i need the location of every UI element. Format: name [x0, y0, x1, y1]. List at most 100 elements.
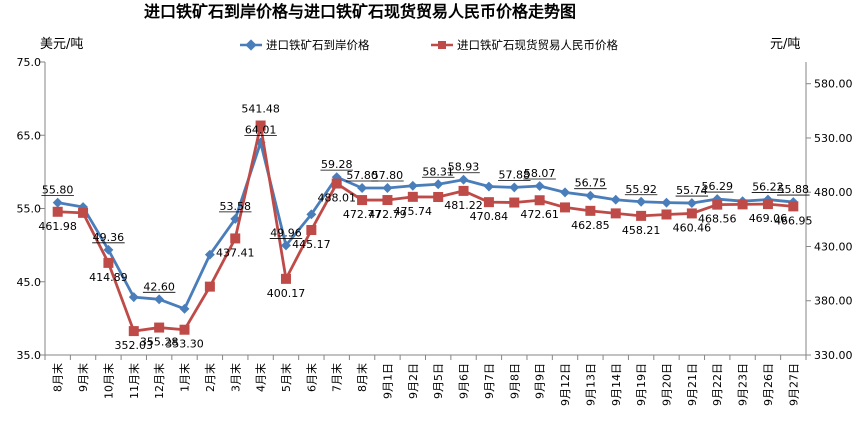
x-axis-category-label: 8月末: [355, 363, 369, 392]
x-axis-category-label: 9月6日: [458, 363, 471, 399]
right-axis-tick-label: 330.00: [814, 349, 853, 362]
cif-price-point: [560, 187, 570, 198]
cif-price-data-label: 56.75: [575, 177, 607, 190]
rmb-price-data-label: 466.95: [774, 214, 813, 227]
rmb-price-data-label: 470.84: [470, 210, 509, 223]
cif-price-point: [483, 181, 494, 192]
rmb-price-point: [534, 195, 545, 206]
cif-price-point: [204, 249, 215, 260]
cif-price-point: [407, 180, 418, 191]
rmb-price-point: [306, 225, 317, 236]
right-axis-tick-label: 430.00: [814, 240, 853, 253]
x-axis-category-label: 8月末: [51, 363, 65, 392]
right-axis-tick-label: 480.00: [814, 186, 853, 199]
x-axis-category-label: 9月27日: [787, 363, 800, 406]
cif-price-point: [382, 183, 393, 193]
cif-price-point: [281, 240, 291, 251]
rmb-price-point: [255, 120, 266, 131]
left-axis-tick-label: 35.0: [17, 349, 42, 362]
left-axis-tick-label: 65.0: [17, 129, 42, 142]
x-axis-category-label: 10月末: [101, 363, 115, 399]
rmb-price-data-label: 472.61: [520, 208, 559, 221]
rmb-price-point: [331, 178, 342, 189]
x-axis-category-label: 11月末: [127, 363, 141, 399]
rmb-price-point: [382, 195, 393, 206]
legend: 进口铁矿石到岸价格 进口铁矿石现货贸易人民币价格: [240, 38, 618, 52]
cif-price-data-label: 53.58: [220, 200, 252, 213]
x-axis-category-label: 9月1日: [381, 363, 394, 399]
cif-price-point: [179, 303, 190, 314]
legend-label-cif: 进口铁矿石到岸价格: [266, 38, 370, 52]
cif-price-data-label: 56.29: [701, 180, 733, 193]
rmb-price-point: [762, 199, 773, 210]
cif-price-data-label: 55.74: [676, 184, 708, 197]
rmb-price-data-label: 472.77: [343, 208, 382, 221]
rmb-price-point: [483, 197, 494, 208]
rmb-price-point: [103, 257, 114, 268]
rmb-price-data-label: 437.41: [216, 246, 255, 259]
rmb-price-data-label: 469.06: [749, 212, 788, 225]
x-axis-category-label: 9月20日: [660, 363, 673, 406]
rmb-price-data-label: 475.74: [394, 205, 433, 218]
rmb-price-point: [636, 210, 647, 221]
cif-price-data-label: 55.92: [625, 183, 657, 196]
x-axis-category-label: 9月26日: [762, 363, 775, 406]
rmb-price-data-label: 400.17: [267, 287, 306, 300]
x-axis-category-label: 9月22日: [711, 363, 724, 406]
rmb-price-point: [52, 206, 63, 217]
left-axis-tick-label: 45.0: [17, 276, 42, 289]
chart-title: 进口铁矿石到岸价格与进口铁矿石现货贸易人民币价格走势图: [144, 2, 576, 21]
cif-price-data-label: 55.80: [42, 184, 74, 197]
rmb-price-data-label: 352.03: [115, 339, 154, 352]
rmb-price-point: [661, 209, 672, 220]
rmb-price-data-label: 472.79: [368, 208, 407, 221]
rmb-price-point: [204, 281, 215, 292]
rmb-price-data-label: 481.22: [444, 199, 483, 212]
cif-price-data-label: 59.28: [321, 158, 353, 171]
right-axis-tick-label: 380.00: [814, 295, 853, 308]
rmb-price-point: [357, 195, 368, 206]
rmb-price-point: [433, 191, 444, 202]
cif-price-data-label: 57.80: [372, 169, 404, 182]
rmb-price-point: [179, 324, 190, 335]
right-axis-unit: 元/吨: [770, 37, 800, 52]
cif-price-data-label: 58.93: [448, 161, 480, 174]
left-axis-tick-label: 75.0: [17, 56, 42, 69]
cif-price-point: [103, 244, 114, 255]
rmb-price-point: [610, 208, 621, 219]
rmb-price-point: [686, 208, 697, 219]
cif-price-point: [636, 196, 647, 207]
rmb-price-data-label: 458.21: [622, 224, 661, 237]
rmb-price-data-label: 460.46: [673, 221, 712, 234]
rmb-price-data-label: 355.28: [140, 336, 179, 349]
rmb-price-data-label: 445.17: [292, 238, 331, 251]
x-axis-category-label: 9月12日: [559, 363, 572, 406]
cif-price-data-label: 58.07: [524, 167, 556, 180]
x-axis-category-label: 12月末: [152, 363, 166, 399]
series-layer: [52, 120, 799, 337]
rmb-price-data-label: 461.98: [38, 220, 77, 233]
x-axis-category-label: 5月末: [279, 363, 293, 392]
x-axis-category-label: 6月末: [304, 363, 318, 392]
x-axis-category-label: 9月末: [76, 363, 90, 392]
legend-marker-rmb: [438, 41, 446, 49]
cif-price-data-label: 57.80: [346, 169, 378, 182]
rmb-price-data-label: 462.85: [571, 219, 610, 232]
x-axis-category-label: 4月末: [254, 363, 268, 392]
legend-marker-cif: [245, 39, 257, 51]
rmb-price-point: [585, 205, 596, 216]
rmb-price-point: [78, 207, 89, 218]
cif-price-data-label: 55.88: [778, 183, 810, 196]
cif-price-data-label: 58.31: [422, 165, 454, 178]
rmb-price-point: [280, 273, 291, 284]
cif-price-data-label: 64.01: [245, 124, 277, 137]
rmb-price-data-label: 541.48: [241, 103, 280, 116]
cif-price-data-label: 56.22: [752, 181, 784, 194]
x-axis-category-label: 9月7日: [483, 363, 496, 399]
cif-price-data-label: 42.60: [143, 280, 175, 293]
rmb-price-point: [154, 322, 165, 333]
rmb-price-data-label: 414.89: [89, 271, 128, 284]
cif-price-point: [585, 190, 596, 201]
x-axis-category-label: 9月21日: [686, 363, 699, 406]
